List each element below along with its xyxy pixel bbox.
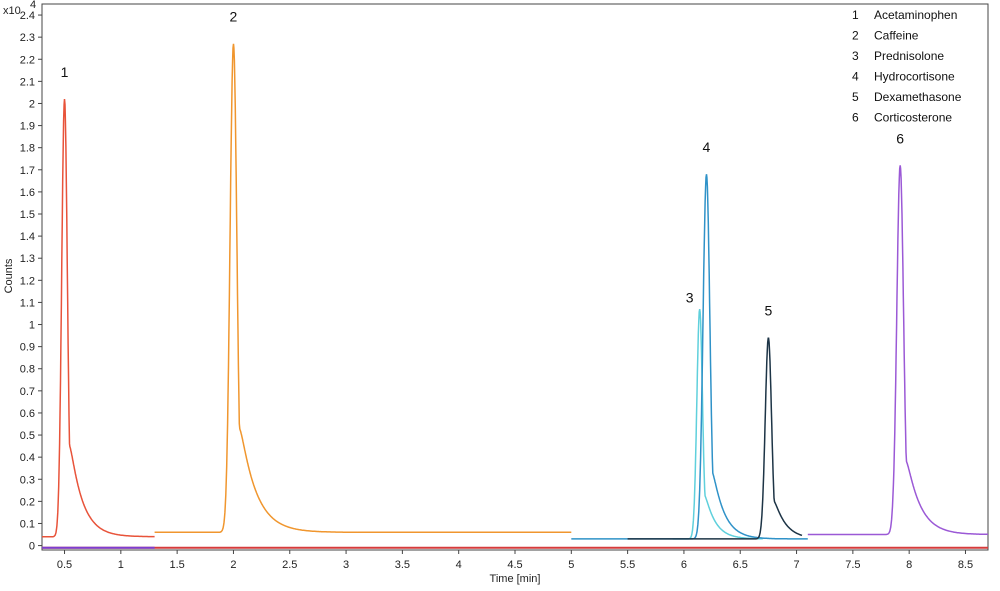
y-tick-label: 0.5 xyxy=(20,430,35,442)
x-tick-label: 7.5 xyxy=(845,559,860,571)
x-tick-label: 0.5 xyxy=(57,559,72,571)
legend-entry: Caffeine xyxy=(874,29,919,43)
y-tick-label: 2 xyxy=(29,98,35,110)
peak-label-2: 2 xyxy=(230,9,238,25)
x-tick-label: 2.5 xyxy=(282,559,297,571)
y-tick-label: 1.6 xyxy=(20,187,35,199)
series-line-5 xyxy=(627,337,803,540)
x-tick-label: 2 xyxy=(230,559,236,571)
series-line-6 xyxy=(807,165,988,536)
y-tick-label: 0.7 xyxy=(20,386,35,398)
peak-label-6: 6 xyxy=(896,130,904,146)
x-tick-label: 7 xyxy=(793,559,799,571)
y-axis-multiplier: x10 xyxy=(3,5,21,17)
y-tick-label: 0.3 xyxy=(20,474,35,486)
y-tick-label: 1.8 xyxy=(20,143,35,155)
peak-label-4: 4 xyxy=(703,139,711,155)
legend-entry: Corticosterone xyxy=(874,111,952,125)
legend-entry: Acetaminophen xyxy=(874,8,957,22)
y-tick-label: 0.9 xyxy=(20,342,35,354)
y-tick-label: 1 xyxy=(29,320,35,332)
y-tick-label: 0.4 xyxy=(20,452,35,464)
peak-label-5: 5 xyxy=(764,303,772,319)
y-tick-label: 0.6 xyxy=(20,408,35,420)
y-axis-exponent: 4 xyxy=(30,0,36,11)
x-axis-title: Time [min] xyxy=(490,573,541,585)
series-line-2 xyxy=(154,43,572,534)
x-tick-label: 8 xyxy=(906,559,912,571)
y-axis-title: Counts xyxy=(3,258,15,293)
legend-number: 5 xyxy=(852,90,859,104)
legend-entry: Hydrocortisone xyxy=(874,70,955,84)
y-tick-label: 1.9 xyxy=(20,121,35,133)
x-tick-label: 6.5 xyxy=(733,559,748,571)
legend-number: 6 xyxy=(852,111,859,125)
peak-label-1: 1 xyxy=(61,64,69,80)
y-tick-label: 1.2 xyxy=(20,275,35,287)
y-tick-label: 1.3 xyxy=(20,253,35,265)
legend-entry: Dexamethasone xyxy=(874,90,962,104)
y-tick-label: 0.1 xyxy=(20,518,35,530)
x-tick-label: 6 xyxy=(681,559,687,571)
y-tick-label: 1.5 xyxy=(20,209,35,221)
x-tick-label: 4 xyxy=(456,559,462,571)
y-tick-label: 2.4 xyxy=(20,10,35,22)
y-tick-label: 2.2 xyxy=(20,54,35,66)
legend-number: 1 xyxy=(852,8,859,22)
x-tick-label: 1.5 xyxy=(169,559,184,571)
legend-number: 3 xyxy=(852,49,859,63)
y-tick-label: 0.8 xyxy=(20,364,35,376)
plot-frame xyxy=(41,3,989,551)
y-tick-label: 0.2 xyxy=(20,496,35,508)
y-tick-label: 2.3 xyxy=(20,32,35,44)
x-tick-label: 3 xyxy=(343,559,349,571)
y-tick-label: 2.1 xyxy=(20,76,35,88)
x-tick-label: 5.5 xyxy=(620,559,635,571)
x-tick-label: 3.5 xyxy=(395,559,410,571)
x-tick-label: 8.5 xyxy=(958,559,973,571)
y-tick-label: 1.1 xyxy=(20,297,35,309)
y-tick-label: 0 xyxy=(29,541,35,553)
legend-number: 4 xyxy=(852,70,859,84)
x-tick-label: 4.5 xyxy=(507,559,522,571)
y-tick-label: 1.7 xyxy=(20,165,35,177)
legend-entry: Prednisolone xyxy=(874,49,944,63)
x-tick-label: 5 xyxy=(568,559,574,571)
y-tick-label: 1.4 xyxy=(20,231,35,243)
legend-number: 2 xyxy=(852,29,859,43)
x-tick-label: 1 xyxy=(118,559,124,571)
series-line-1 xyxy=(42,99,155,538)
peak-label-3: 3 xyxy=(686,289,694,305)
